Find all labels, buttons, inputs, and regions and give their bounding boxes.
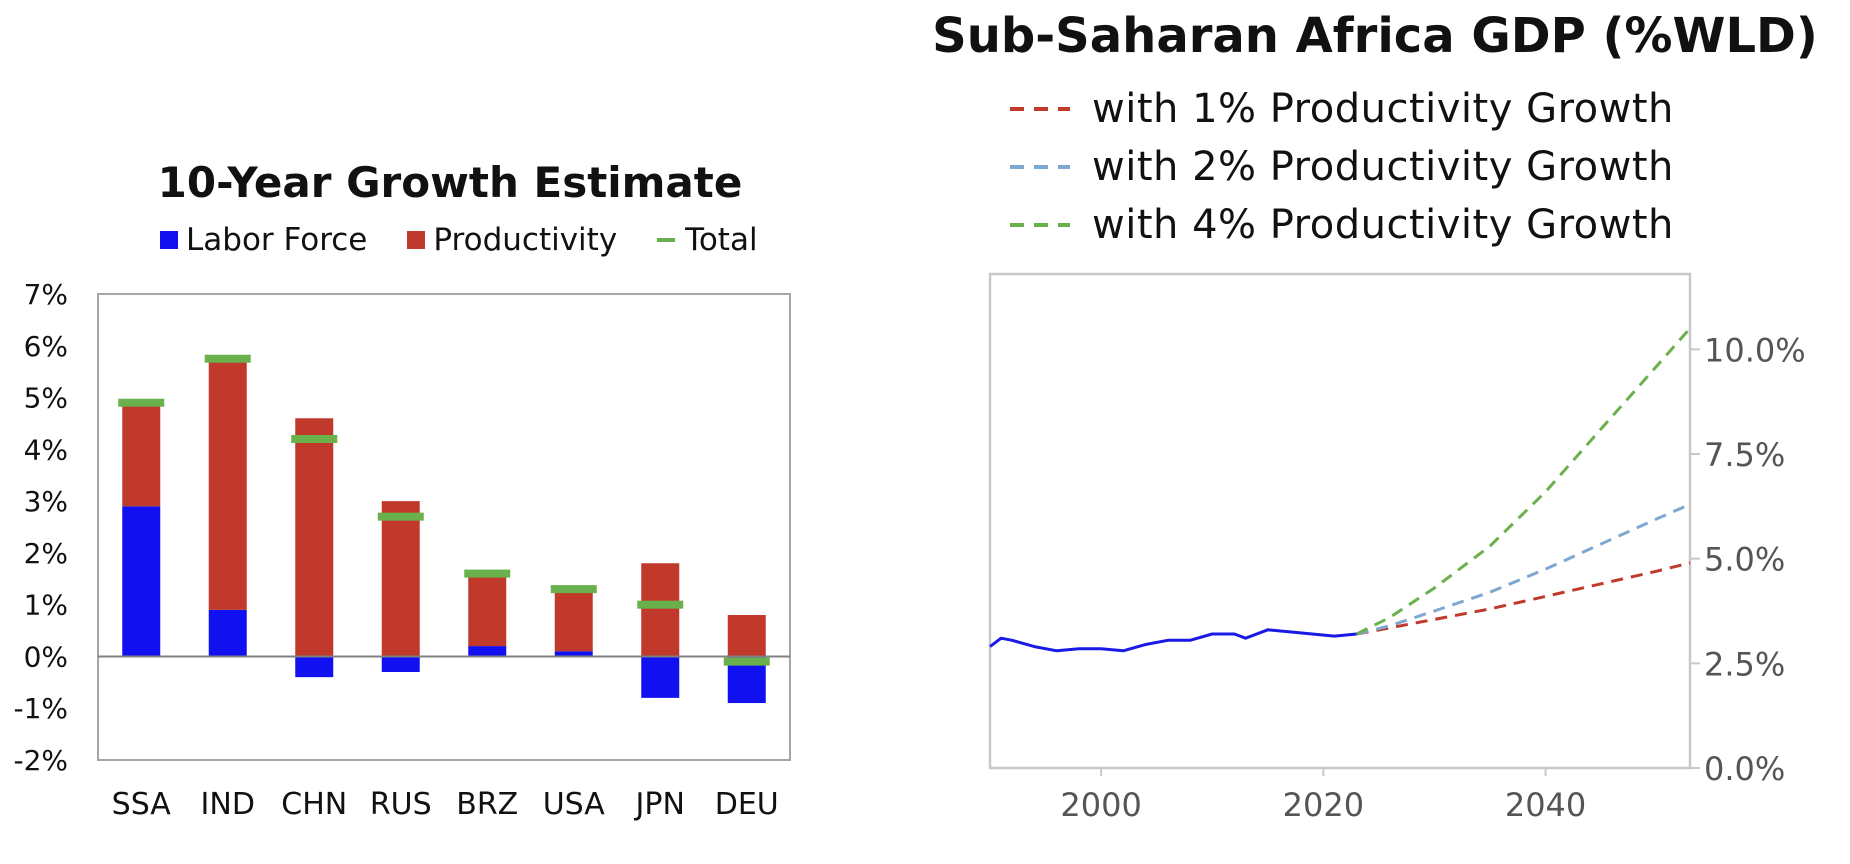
productivity-bar bbox=[554, 591, 593, 652]
productivity-bar bbox=[381, 501, 420, 657]
plot-frame bbox=[97, 293, 791, 761]
bar-chart-plot: 7% 6% 5% 4% 3% 2% 1% 0% -1% -2% SSA IND CHN RUS BRZ USA… bbox=[13, 278, 791, 822]
legend-label: with 2% Productivity Growth bbox=[1092, 144, 1674, 190]
historical-gdp-line bbox=[989, 628, 1357, 653]
labor-force-bar bbox=[554, 651, 593, 657]
legend-label: Labor Force bbox=[186, 222, 368, 258]
y-tick-label: 6% bbox=[24, 330, 68, 363]
labor-force-bar bbox=[381, 656, 420, 672]
legend-item-4pct: with 4% Productivity Growth bbox=[1010, 202, 1674, 248]
x-tick-label: 2040 bbox=[1505, 786, 1586, 824]
total-swatch bbox=[657, 238, 676, 242]
labor-force-bar bbox=[641, 656, 680, 698]
y-tick-label: -1% bbox=[13, 692, 68, 725]
x-tick-label: USA bbox=[543, 787, 606, 822]
y-tick-label: 10.0% bbox=[1704, 331, 1806, 369]
y-tick-label: 1% bbox=[24, 589, 68, 622]
red-dash-swatch bbox=[1010, 107, 1070, 111]
legend-item-productivity: Productivity bbox=[407, 222, 617, 258]
legend-label: with 1% Productivity Growth bbox=[1092, 86, 1674, 132]
productivity-bar bbox=[727, 615, 766, 657]
total-marker bbox=[377, 512, 424, 521]
productivity-bar bbox=[295, 418, 334, 657]
x-tick-label: DEU bbox=[715, 787, 779, 822]
labor-force-swatch bbox=[160, 231, 178, 249]
plot-frame bbox=[988, 272, 1692, 770]
y-tick-label: 2.5% bbox=[1704, 645, 1785, 683]
total-marker bbox=[637, 600, 684, 609]
projection-2pct-line bbox=[1356, 502, 1691, 636]
total-marker bbox=[118, 398, 165, 407]
labor-force-bar bbox=[295, 656, 334, 678]
y-tick-label: 0.0% bbox=[1704, 750, 1785, 788]
growth-estimate-chart: 10-Year Growth Estimate Labor Force Prod… bbox=[0, 0, 900, 864]
total-marker bbox=[291, 434, 338, 443]
y-tick-label: 0% bbox=[24, 640, 68, 673]
x-tick-label: JPN bbox=[634, 787, 685, 822]
labor-force-bar bbox=[468, 646, 507, 657]
gdp-share-chart: Sub-Saharan Africa GDP (%WLD) with 1% Pr… bbox=[900, 0, 1850, 864]
total-marker bbox=[550, 585, 597, 594]
blue-dash-swatch bbox=[1010, 165, 1070, 169]
legend-item-2pct: with 2% Productivity Growth bbox=[1010, 144, 1674, 190]
y-tick-label: 5% bbox=[24, 382, 68, 415]
total-marker bbox=[464, 569, 511, 578]
projection-1pct-line bbox=[1356, 561, 1691, 636]
legend-label: Total bbox=[685, 222, 758, 258]
y-tick-label: -2% bbox=[13, 744, 68, 777]
productivity-bar bbox=[468, 576, 507, 647]
chart-title: 10-Year Growth Estimate bbox=[157, 158, 743, 207]
x-tick-label: 2020 bbox=[1283, 786, 1364, 824]
y-tick-label: 5.0% bbox=[1704, 541, 1785, 579]
x-tick-label: SSA bbox=[112, 787, 172, 822]
legend-label: with 4% Productivity Growth bbox=[1092, 202, 1674, 248]
legend-item-labor-force: Labor Force bbox=[160, 222, 367, 258]
chart-title: Sub-Saharan Africa GDP (%WLD) bbox=[932, 8, 1818, 64]
legend-item-total: Total bbox=[657, 222, 758, 258]
x-tick-label: BRZ bbox=[456, 787, 518, 822]
line-chart-plot: 10.0% 7.5% 5.0% 2.5% 0.0% 2000 2020 2040 bbox=[988, 272, 1806, 824]
green-dash-swatch bbox=[1010, 223, 1070, 227]
x-tick-label: CHN bbox=[281, 787, 347, 822]
y-tick-label: 2% bbox=[24, 537, 68, 570]
x-tick-label: RUS bbox=[370, 787, 432, 822]
legend-label: Productivity bbox=[433, 222, 618, 258]
x-tick-label: 2000 bbox=[1060, 786, 1141, 824]
productivity-bar bbox=[641, 563, 680, 657]
projection-4pct-line bbox=[1356, 327, 1692, 636]
legend: Labor Force Productivity Total bbox=[160, 222, 798, 258]
y-tick-label: 3% bbox=[24, 485, 68, 518]
total-marker bbox=[723, 657, 770, 666]
labor-force-bar bbox=[208, 609, 247, 657]
legend-item-1pct: with 1% Productivity Growth bbox=[1010, 86, 1674, 132]
x-tick-label: IND bbox=[201, 787, 255, 822]
productivity-bar bbox=[208, 361, 247, 610]
labor-force-bar bbox=[122, 506, 161, 657]
total-marker bbox=[204, 354, 251, 363]
productivity-bar bbox=[122, 405, 161, 507]
y-tick-label: 7% bbox=[24, 278, 68, 311]
productivity-swatch bbox=[407, 231, 426, 249]
y-tick-label: 4% bbox=[24, 433, 68, 466]
y-tick-label: 7.5% bbox=[1704, 436, 1785, 474]
